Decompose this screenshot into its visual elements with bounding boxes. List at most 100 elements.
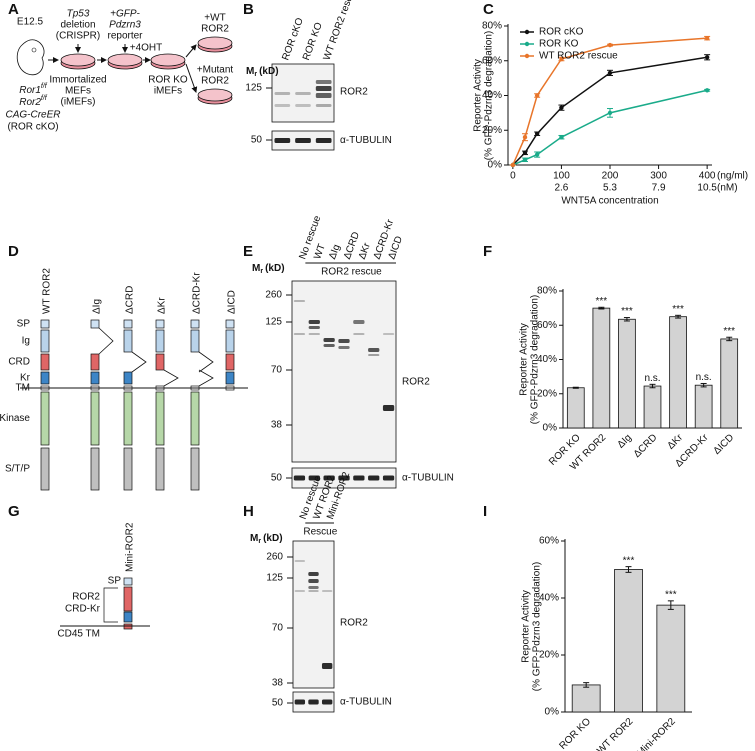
band (353, 333, 365, 335)
domain (90, 319, 100, 329)
deletion-link (98, 327, 114, 355)
target-label: ROR2 (340, 618, 368, 629)
domain-label: Kinase (0, 413, 30, 424)
x-tick-label: ΔKr (665, 432, 685, 452)
domain (123, 371, 133, 385)
mw-label: Mr (kD) (250, 533, 283, 545)
y-axis-label: Reporter Activity (519, 323, 530, 396)
construct-label: Mini-ROR2 (125, 522, 136, 572)
step-label: deletion (60, 20, 95, 31)
domain (123, 447, 133, 491)
x-tick-label: 400 (699, 171, 716, 182)
band (295, 104, 311, 107)
target-label: ROR2 (402, 377, 430, 388)
band (382, 333, 395, 335)
band (308, 579, 319, 583)
y-tick-label: 60% (482, 55, 502, 66)
deletion-link (131, 351, 147, 373)
step-label: +4OHT (130, 43, 163, 54)
domain (190, 319, 200, 329)
domain (123, 391, 133, 446)
step-label: +GFP- (110, 9, 140, 20)
band (308, 699, 319, 705)
band (293, 475, 306, 481)
data-point (704, 88, 710, 93)
dish (197, 36, 233, 53)
significance-label: *** (623, 555, 635, 566)
error-bar (649, 383, 656, 389)
target-label: ROR2 (340, 87, 368, 98)
band (315, 93, 332, 98)
y-axis-label: Reporter Activity (473, 59, 484, 132)
band (382, 405, 395, 411)
step-label: reporter (107, 31, 143, 42)
band (315, 104, 332, 107)
gene: Ror1 (19, 85, 41, 96)
y-tick-label: 0% (545, 707, 560, 718)
band (295, 138, 311, 143)
band (368, 354, 380, 356)
y-tick-label: 80% (482, 21, 502, 32)
domain (155, 319, 165, 329)
band (274, 138, 291, 143)
band (308, 572, 319, 576)
marker-label: 38 (271, 420, 283, 431)
dish (60, 53, 96, 70)
data-point (559, 56, 564, 62)
arrow (185, 44, 197, 58)
dish (107, 53, 143, 70)
bar (656, 604, 686, 713)
significance-label: *** (596, 296, 608, 307)
domain-label: Ig (22, 336, 30, 347)
domain (90, 391, 100, 446)
dish-top (60, 53, 96, 67)
bar (618, 318, 636, 429)
significance-label: n.s. (696, 372, 712, 383)
genotype: Ror1f/f (19, 83, 48, 96)
band (382, 475, 395, 481)
y-axis-label: (% GFP-Pdzrn3 degradation) (532, 562, 543, 692)
significance-label: *** (672, 304, 684, 315)
marker-label: 70 (271, 365, 283, 376)
domain (155, 447, 165, 491)
data-point (607, 70, 613, 76)
bracket (103, 587, 118, 623)
data-point (607, 42, 613, 48)
y-tick-label: 60% (539, 536, 559, 547)
y-tick-label: 20% (537, 388, 557, 399)
dish-top (107, 53, 143, 67)
deletion-link (198, 369, 214, 387)
bar (720, 338, 739, 429)
y-axis-label: (% GFP-Pdzrn3 degradation) (484, 31, 495, 161)
marker-label: 50 (251, 135, 263, 146)
y-axis-label: Reporter Activity (521, 590, 532, 663)
band (294, 699, 306, 705)
legend-label: WT ROR2 rescue (539, 51, 618, 62)
band (308, 590, 319, 592)
deletion-link (163, 369, 179, 387)
construct-label: ΔCRD (125, 286, 136, 314)
domain-label: Kr (20, 373, 31, 384)
marker-label: 260 (266, 552, 283, 563)
x-unit: (ng/ml) (717, 171, 748, 182)
bar (669, 316, 687, 429)
error-bar (625, 566, 632, 573)
data-point (607, 110, 613, 116)
band (338, 346, 350, 349)
marker-label: 38 (272, 678, 284, 689)
construct-label: ΔIg (92, 299, 103, 314)
genotype: Ror2f/f (19, 95, 48, 108)
group-label: Rescue (303, 527, 337, 538)
cells-label: Immortalized (49, 75, 106, 86)
band (294, 590, 306, 592)
domain (40, 391, 50, 446)
line-label: (ROR cKO) (7, 122, 58, 133)
x-axis-label: WNT5A concentration (561, 196, 658, 207)
legend-marker (524, 41, 530, 47)
y-tick-label: 20% (539, 650, 559, 661)
x2-tick-label: 2.6 (554, 183, 568, 194)
band (368, 475, 380, 481)
data-point (510, 162, 516, 168)
mw-label: Mr (kD) (246, 66, 279, 78)
mw-unit: (kD) (263, 533, 282, 544)
